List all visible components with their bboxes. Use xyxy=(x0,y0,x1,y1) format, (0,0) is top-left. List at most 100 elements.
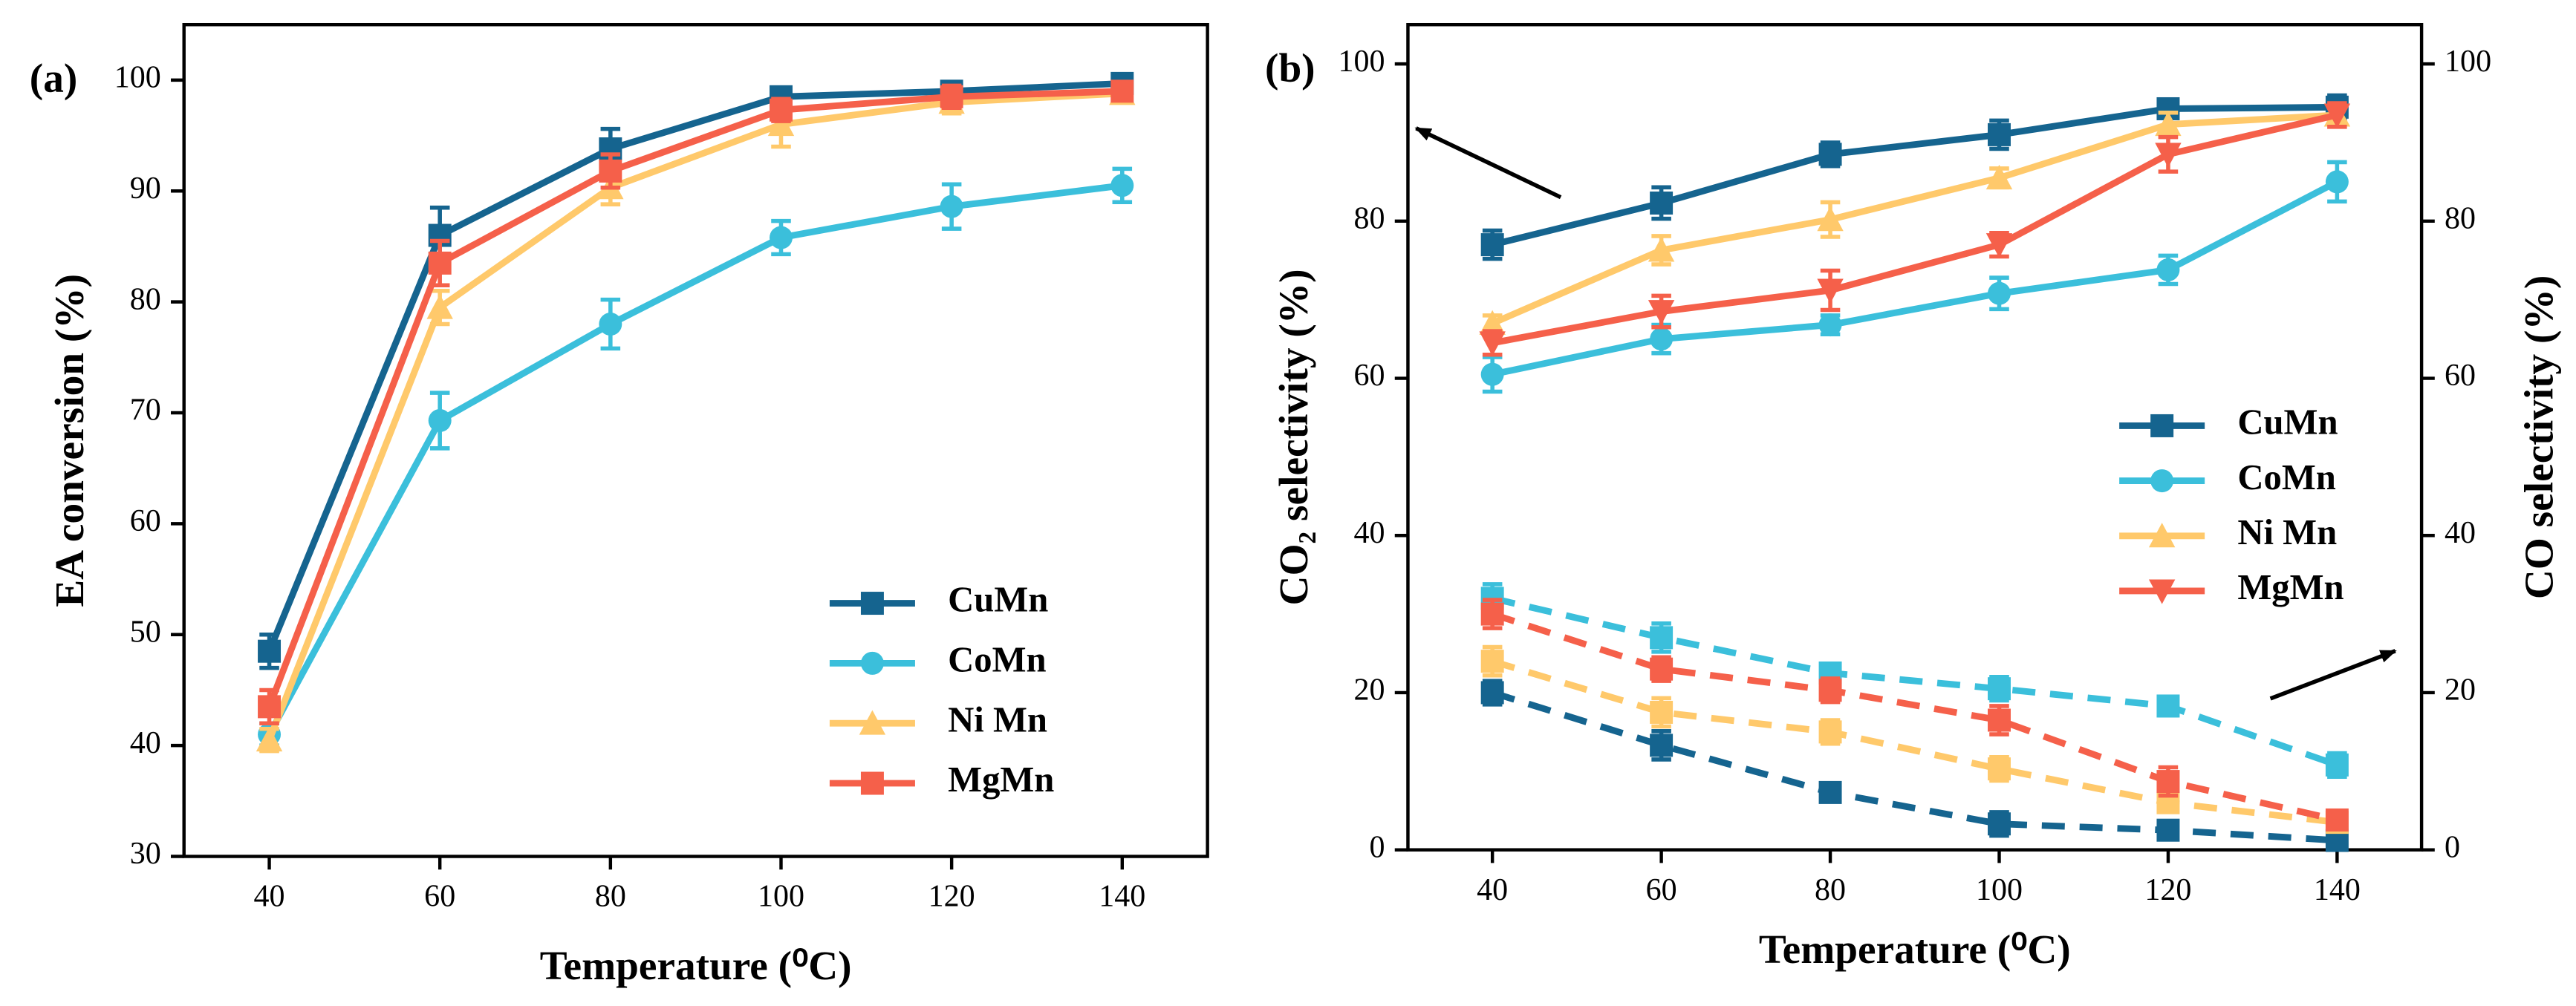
marker xyxy=(1988,677,2011,701)
plot-frame xyxy=(182,22,1209,858)
legend-label: CuMn xyxy=(948,580,1048,620)
y-tick-label: 60 xyxy=(130,504,161,538)
dashed-line xyxy=(1491,689,2338,844)
marker xyxy=(1818,313,1842,337)
legend-label: MgMn xyxy=(948,760,1054,800)
marker xyxy=(2155,111,2182,137)
x-tick-label: 100 xyxy=(1976,873,2023,907)
y2-tick-label: 20 xyxy=(2445,673,2476,708)
legend-label: Ni Mn xyxy=(2237,512,2337,552)
marker xyxy=(770,98,793,122)
marker xyxy=(1985,233,2013,258)
marker xyxy=(1988,708,2011,732)
marker xyxy=(428,408,452,432)
marker xyxy=(1650,734,1674,757)
marker xyxy=(1480,681,1504,705)
y2-tick-label: 80 xyxy=(2445,201,2476,235)
marker xyxy=(1985,164,2013,190)
arrow-left-axis xyxy=(1414,126,1562,200)
marker xyxy=(1818,143,1842,166)
marker xyxy=(256,726,283,752)
marker xyxy=(1650,191,1674,215)
marker xyxy=(2155,143,2182,168)
y2-tick-label: 40 xyxy=(2445,516,2476,550)
arrow-right-axis xyxy=(2269,649,2397,701)
marker xyxy=(258,695,282,719)
y-tick-label: 80 xyxy=(1353,201,1385,235)
marker xyxy=(860,771,884,795)
x-tick-label: 140 xyxy=(2314,873,2361,907)
marker xyxy=(2150,414,2174,437)
panel-label: (a) xyxy=(30,55,77,100)
series-line xyxy=(1492,178,2339,378)
marker xyxy=(1479,310,1506,335)
marker xyxy=(2325,753,2349,777)
y2-axis-label: CO selectivity (%) xyxy=(2516,275,2561,599)
marker xyxy=(2323,103,2351,128)
marker xyxy=(860,651,884,675)
marker xyxy=(428,251,452,275)
marker xyxy=(1817,206,1844,232)
marker xyxy=(1650,327,1674,351)
marker xyxy=(2156,818,2180,842)
marker xyxy=(2156,694,2180,718)
legend-label: Ni Mn xyxy=(948,699,1047,739)
y-tick-label: 70 xyxy=(130,393,161,428)
marker xyxy=(940,195,963,218)
legend-label: CuMn xyxy=(2237,402,2338,442)
legend-label: CoMn xyxy=(2237,457,2335,497)
series-line xyxy=(1492,103,2338,248)
series-line xyxy=(266,90,1123,742)
marker xyxy=(2150,469,2174,493)
marker xyxy=(1110,174,1134,197)
marker xyxy=(859,710,886,735)
x-tick-label: 140 xyxy=(1099,880,1145,914)
marker xyxy=(1480,233,1504,257)
marker xyxy=(599,313,622,336)
marker xyxy=(1650,700,1674,724)
marker xyxy=(599,159,622,183)
marker xyxy=(860,592,884,615)
y2-tick-label: 100 xyxy=(2445,45,2491,79)
x-axis-label: Temperature (⁰C) xyxy=(540,943,852,988)
legend-label: CoMn xyxy=(948,640,1046,680)
marker xyxy=(1480,650,1504,673)
marker xyxy=(1818,679,1842,702)
marker xyxy=(1648,237,1675,262)
x-tick-label: 80 xyxy=(1815,873,1846,907)
marker xyxy=(258,639,282,663)
marker xyxy=(1480,362,1504,386)
marker xyxy=(770,226,793,249)
marker xyxy=(1818,720,1842,744)
marker xyxy=(1988,812,2011,836)
y-tick-label: 90 xyxy=(130,172,161,206)
y-tick-label: 40 xyxy=(130,726,161,760)
marker xyxy=(1650,626,1674,650)
x-tick-label: 60 xyxy=(424,880,455,914)
series-line xyxy=(266,88,1122,708)
marker xyxy=(1480,602,1504,626)
marker xyxy=(1110,79,1134,103)
marker xyxy=(1648,300,1675,325)
y-tick-label: 20 xyxy=(1353,673,1385,708)
panel-label: (b) xyxy=(1265,45,1315,91)
y2-tick-label: 60 xyxy=(2445,359,2476,393)
marker xyxy=(1988,757,2011,781)
legend-label: MgMn xyxy=(2237,567,2344,607)
dashed-line xyxy=(1492,595,2338,768)
x-tick-label: 120 xyxy=(928,880,975,914)
x-tick-label: 40 xyxy=(1477,873,1508,907)
dashed-line xyxy=(1491,658,2338,826)
marker xyxy=(940,85,963,108)
y-tick-label: 80 xyxy=(130,282,161,316)
marker xyxy=(2156,770,2180,794)
marker xyxy=(767,111,795,137)
series-line xyxy=(1491,111,2338,327)
marker xyxy=(1650,657,1674,681)
x-tick-label: 40 xyxy=(254,880,285,914)
marker xyxy=(2156,258,2180,281)
marker xyxy=(1479,331,1506,356)
marker xyxy=(1988,281,2011,305)
